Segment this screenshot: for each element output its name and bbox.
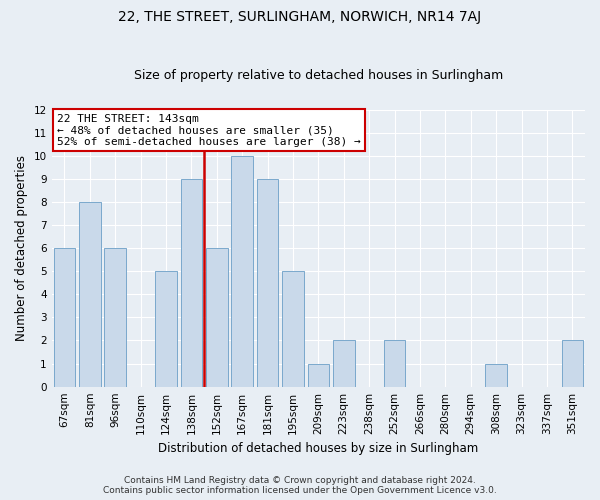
Bar [308,364,329,386]
Bar [282,271,304,386]
Bar [384,340,406,386]
Bar [333,340,355,386]
Bar [257,179,278,386]
Bar [155,271,177,386]
Text: Contains HM Land Registry data © Crown copyright and database right 2024.
Contai: Contains HM Land Registry data © Crown c… [103,476,497,495]
X-axis label: Distribution of detached houses by size in Surlingham: Distribution of detached houses by size … [158,442,478,455]
Bar [485,364,507,386]
Bar [232,156,253,386]
Text: 22 THE STREET: 143sqm
← 48% of detached houses are smaller (35)
52% of semi-deta: 22 THE STREET: 143sqm ← 48% of detached … [57,114,361,147]
Bar [181,179,202,386]
Y-axis label: Number of detached properties: Number of detached properties [15,155,28,341]
Text: 22, THE STREET, SURLINGHAM, NORWICH, NR14 7AJ: 22, THE STREET, SURLINGHAM, NORWICH, NR1… [118,10,482,24]
Title: Size of property relative to detached houses in Surlingham: Size of property relative to detached ho… [134,69,503,82]
Bar [562,340,583,386]
Bar [79,202,101,386]
Bar [104,248,126,386]
Bar [206,248,227,386]
Bar [53,248,75,386]
